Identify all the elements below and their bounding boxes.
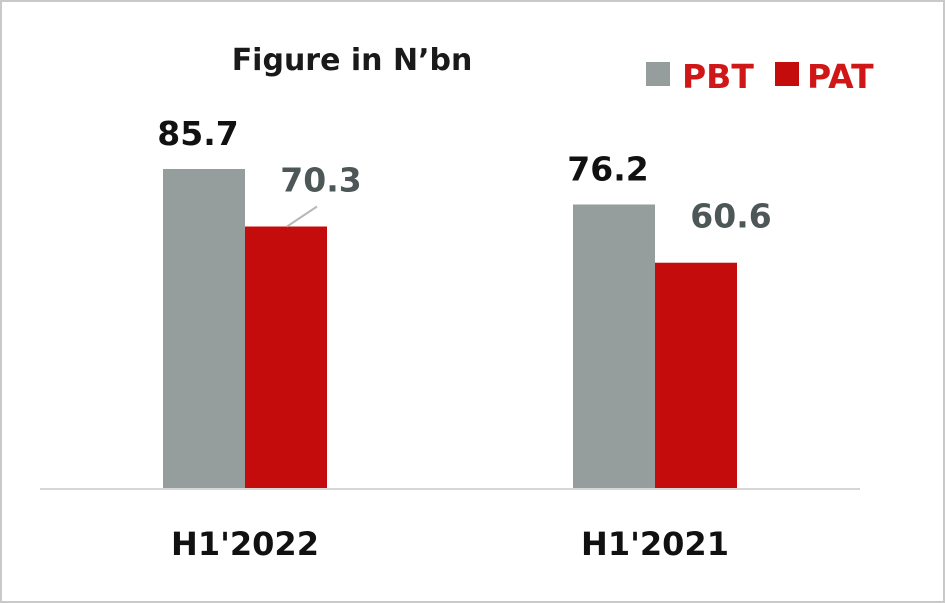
value-label-pbt-h1-2021: 76.2 xyxy=(567,149,648,188)
legend-label-pat: PAT xyxy=(807,57,874,96)
legend: PBT PAT xyxy=(646,57,874,96)
bar-pbt-h1-2022 xyxy=(163,169,245,489)
chart-title: Figure in N’bn xyxy=(232,43,473,78)
category-label-h1-2022: H1'2022 xyxy=(171,525,319,563)
bar-pat-h1-2021 xyxy=(655,262,737,489)
leader-line-pat-h1-2022 xyxy=(286,205,318,228)
bars xyxy=(163,169,737,489)
value-labels: 85.7 70.3 76.2 60.6 xyxy=(157,114,771,236)
legend-label-pbt: PBT xyxy=(682,57,754,96)
value-label-pat-h1-2022: 70.3 xyxy=(280,161,361,200)
bar-pbt-h1-2021 xyxy=(573,204,655,489)
value-label-pbt-h1-2022: 85.7 xyxy=(157,114,238,153)
legend-swatch-pbt xyxy=(646,62,670,86)
legend-swatch-pat xyxy=(775,62,799,86)
category-label-h1-2021: H1'2021 xyxy=(581,525,729,563)
category-labels: H1'2022 H1'2021 xyxy=(171,525,729,563)
bar-pat-h1-2022 xyxy=(245,226,327,489)
value-label-pat-h1-2021: 60.6 xyxy=(690,197,771,236)
